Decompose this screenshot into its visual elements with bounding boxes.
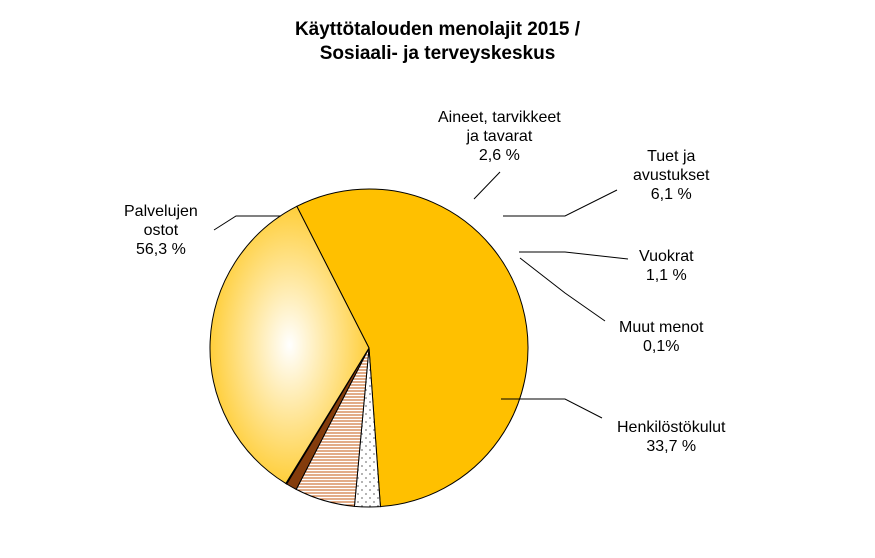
- slice-label: Palvelujen ostot 56,3 %: [124, 202, 198, 260]
- slice-label: Tuet ja avustukset 6,1 %: [633, 147, 709, 205]
- leader-line: [519, 252, 628, 259]
- slice-label: Henkilöstökulut 33,7 %: [617, 418, 726, 456]
- slice-label: Aineet, tarvikkeet ja tavarat 2,6 %: [438, 108, 561, 166]
- leader-line: [474, 172, 500, 199]
- slice-label: Muut menot 0,1%: [619, 318, 703, 356]
- leader-line: [520, 258, 605, 321]
- chart-container: Käyttötalouden menolajit 2015 / Sosiaali…: [0, 0, 875, 558]
- pie-chart: [0, 0, 875, 558]
- slice-label: Vuokrat 1,1 %: [639, 247, 694, 285]
- leader-line: [503, 190, 617, 216]
